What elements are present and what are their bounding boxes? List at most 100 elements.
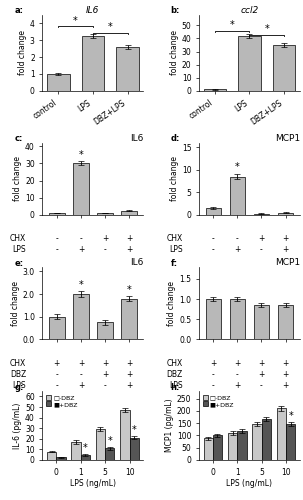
Text: -: - <box>104 246 106 254</box>
Text: -: - <box>55 234 58 244</box>
Text: +: + <box>78 358 84 368</box>
Bar <box>278 305 293 339</box>
Bar <box>238 36 261 90</box>
Bar <box>228 433 237 460</box>
Text: g:: g: <box>14 383 24 392</box>
Text: e:: e: <box>14 258 23 268</box>
Bar <box>205 299 221 339</box>
Bar <box>273 45 295 90</box>
Text: -: - <box>79 234 82 244</box>
Text: LPS: LPS <box>13 381 26 390</box>
Text: -: - <box>260 381 263 390</box>
Bar <box>277 408 286 460</box>
Text: -: - <box>212 234 215 244</box>
Text: +: + <box>54 358 60 368</box>
Bar <box>56 458 65 460</box>
Text: +: + <box>282 381 289 390</box>
Bar <box>105 448 115 460</box>
Bar <box>262 418 271 460</box>
Text: CHX: CHX <box>10 358 26 368</box>
Text: LPS: LPS <box>169 246 183 254</box>
Bar <box>120 410 130 460</box>
Bar <box>230 176 245 215</box>
Text: DBZ: DBZ <box>10 370 26 378</box>
Text: -: - <box>260 246 263 254</box>
Y-axis label: fold change: fold change <box>13 156 22 202</box>
Text: LPS: LPS <box>13 246 26 254</box>
Bar <box>254 305 269 339</box>
Bar <box>252 424 262 460</box>
Text: +: + <box>234 246 241 254</box>
Text: -: - <box>79 370 82 378</box>
Text: -: - <box>236 234 239 244</box>
Bar <box>213 436 222 460</box>
Text: +: + <box>126 370 132 378</box>
Bar <box>82 36 104 90</box>
Y-axis label: MCP1 (pg/mL): MCP1 (pg/mL) <box>165 399 174 452</box>
Text: *: * <box>288 411 293 421</box>
Bar <box>237 431 247 460</box>
Bar <box>47 74 69 90</box>
Bar <box>81 455 90 460</box>
Text: *: * <box>108 22 113 32</box>
Text: *: * <box>235 162 240 172</box>
Y-axis label: fold change: fold change <box>170 30 179 76</box>
Text: d:: d: <box>171 134 180 143</box>
Text: -: - <box>55 246 58 254</box>
Text: -: - <box>212 381 215 390</box>
Text: *: * <box>78 280 83 289</box>
Text: *: * <box>132 425 137 435</box>
Text: +: + <box>282 370 289 378</box>
Text: -: - <box>212 246 215 254</box>
Text: *: * <box>265 24 269 34</box>
Y-axis label: fold change: fold change <box>168 280 176 326</box>
Text: DBZ: DBZ <box>167 370 183 378</box>
Title: ccl2: ccl2 <box>240 6 258 15</box>
Text: +: + <box>258 358 265 368</box>
Legend: □-DBZ, ■+DBZ: □-DBZ, ■+DBZ <box>202 394 235 407</box>
Bar <box>121 298 137 339</box>
Y-axis label: fold change: fold change <box>18 30 27 76</box>
Text: +: + <box>234 358 241 368</box>
Text: +: + <box>126 381 132 390</box>
Text: +: + <box>126 246 132 254</box>
Text: CHX: CHX <box>167 234 183 244</box>
Text: +: + <box>126 358 132 368</box>
Text: +: + <box>282 234 289 244</box>
Bar <box>230 299 245 339</box>
Text: +: + <box>102 358 108 368</box>
Title: IL6: IL6 <box>86 6 100 15</box>
Text: -: - <box>212 370 215 378</box>
Bar <box>204 438 213 460</box>
Text: LPS: LPS <box>169 381 183 390</box>
Text: +: + <box>210 358 217 368</box>
Text: *: * <box>127 285 132 295</box>
Bar <box>49 213 65 215</box>
Text: *: * <box>78 150 83 160</box>
Text: *: * <box>83 444 88 454</box>
X-axis label: LPS (ng/mL): LPS (ng/mL) <box>70 480 116 488</box>
Text: -: - <box>55 370 58 378</box>
Text: +: + <box>126 234 132 244</box>
Bar <box>47 452 56 460</box>
Text: MCP1: MCP1 <box>275 258 300 267</box>
Bar <box>73 164 89 215</box>
Bar <box>130 438 139 460</box>
Bar <box>286 424 295 460</box>
Bar <box>278 212 293 215</box>
Bar <box>97 322 113 339</box>
Bar <box>205 208 221 215</box>
Text: *: * <box>107 436 112 446</box>
Bar <box>254 214 269 215</box>
Bar <box>49 316 65 339</box>
Text: *: * <box>230 20 235 30</box>
Text: +: + <box>282 358 289 368</box>
Text: +: + <box>78 246 84 254</box>
Text: IL6: IL6 <box>130 134 143 142</box>
Text: +: + <box>282 246 289 254</box>
Text: CHX: CHX <box>10 234 26 244</box>
Text: +: + <box>102 370 108 378</box>
Text: +: + <box>102 234 108 244</box>
Legend: □-DBZ, ■+DBZ: □-DBZ, ■+DBZ <box>45 394 78 407</box>
Bar <box>116 47 139 90</box>
